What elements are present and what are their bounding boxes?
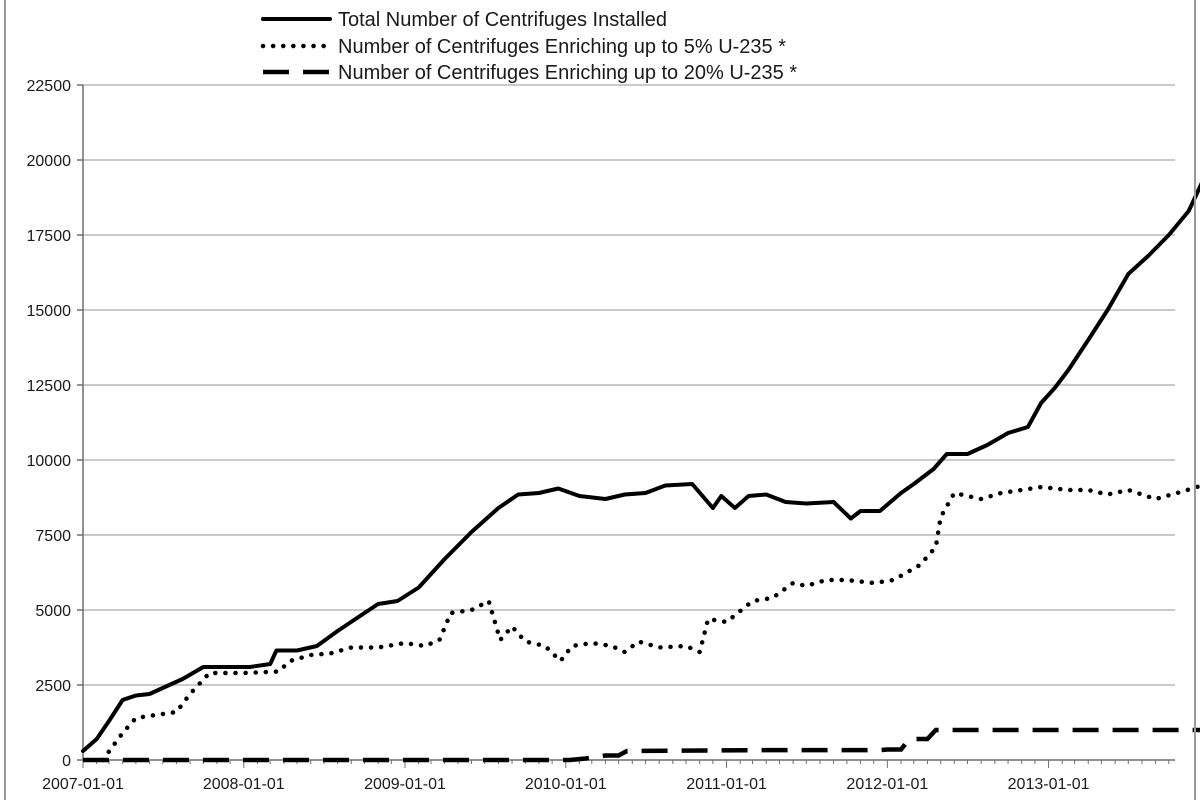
image-border-left (4, 0, 6, 800)
y-tick-label: 0 (62, 753, 71, 770)
legend: Total Number of Centrifuges Installed Num… (260, 9, 797, 84)
y-tick-label: 2500 (35, 678, 71, 695)
series-lines (81, 182, 1200, 763)
y-tick-label: 17500 (27, 228, 72, 245)
x-tick-label: 2007-01-01 (42, 776, 124, 793)
gridlines (83, 84, 1175, 686)
y-tick-label: 20000 (27, 153, 72, 170)
y-tick-label: 10000 (27, 453, 72, 470)
series-line-solid (81, 182, 1200, 753)
y-tick-label: 12500 (27, 378, 72, 395)
x-tick-label: 2011-01-01 (686, 776, 767, 793)
legend-label: Total Number of Centrifuges Installed (338, 9, 667, 31)
x-tick-label: 2012-01-01 (846, 776, 928, 793)
series-line-dotted (100, 483, 1200, 763)
legend-label: Number of Centrifuges Enriching up to 20… (338, 62, 797, 84)
x-tick-label: 2008-01-01 (203, 776, 285, 793)
legend-label: Number of Centrifuges Enriching up to 5%… (338, 36, 786, 58)
series-line-dashed (83, 727, 1200, 763)
axes: 0 2500 5000 7500 10000 12500 15000 17500 20000 22… (27, 78, 1175, 793)
y-tick-label: 5000 (35, 603, 71, 620)
x-tick-label: 2009-01-01 (364, 776, 446, 793)
y-tick-label: 22500 (27, 78, 72, 95)
y-tick-label: 7500 (35, 528, 71, 545)
image-border-right (1194, 0, 1196, 800)
x-tick-label: 2010-01-01 (525, 776, 607, 793)
x-tick-label: 2013-01-01 (1008, 776, 1090, 793)
y-tick-label: 15000 (27, 303, 72, 320)
